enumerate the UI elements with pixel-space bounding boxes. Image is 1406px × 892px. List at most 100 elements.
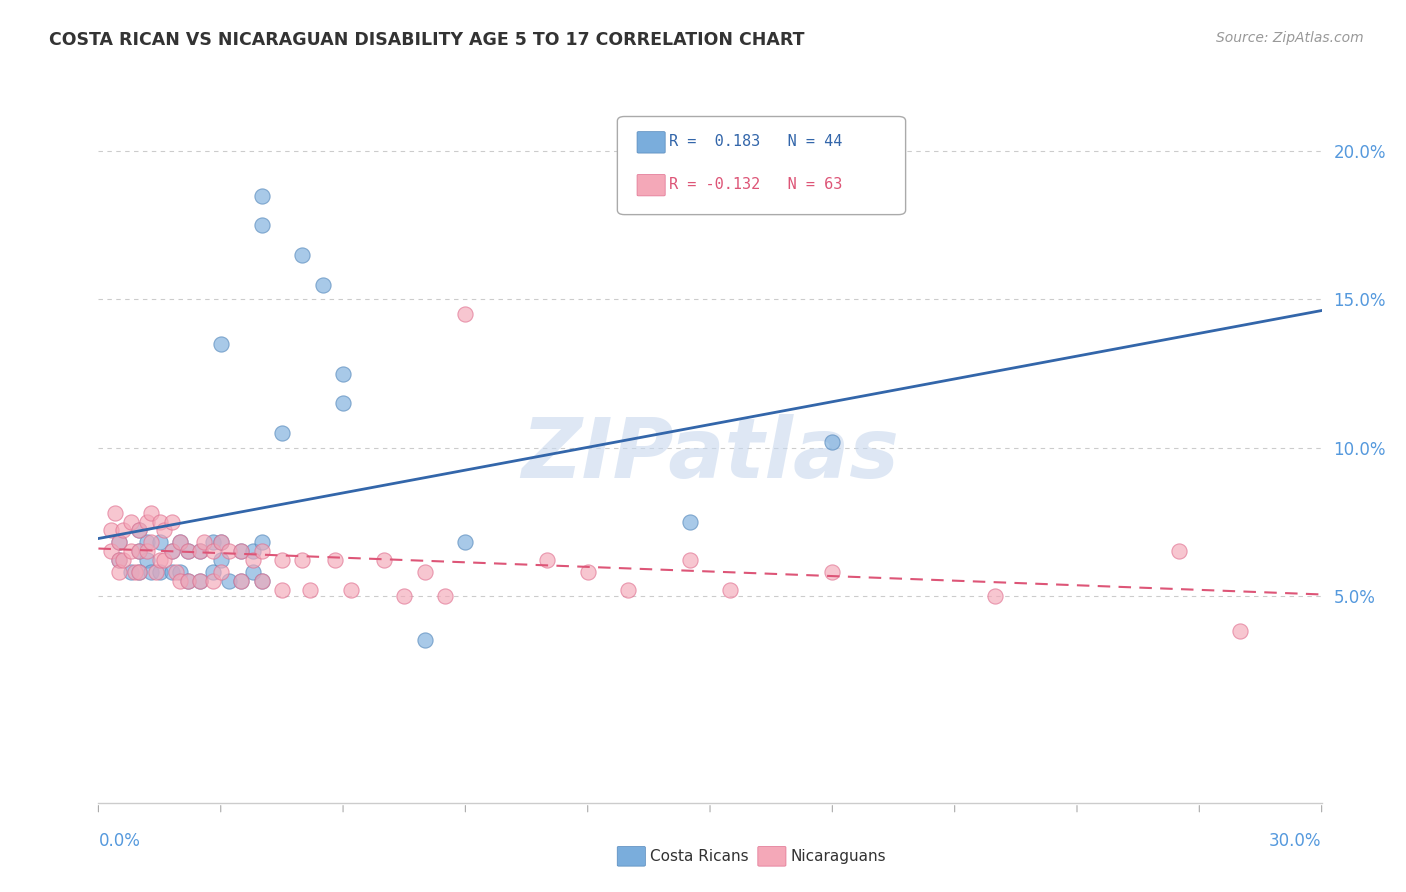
Point <box>231 574 253 588</box>
Point <box>250 574 273 588</box>
Point <box>373 553 395 567</box>
Point <box>160 565 183 579</box>
Point <box>124 565 146 579</box>
Point <box>332 396 354 410</box>
Point <box>141 565 163 579</box>
Point <box>136 515 159 529</box>
Point <box>454 535 477 549</box>
Point <box>323 553 346 567</box>
Point <box>136 535 159 549</box>
Point <box>413 632 436 647</box>
Point <box>209 553 232 567</box>
Point <box>145 565 167 579</box>
Point <box>250 535 273 549</box>
Point <box>250 219 273 233</box>
Point <box>177 544 200 558</box>
Point <box>100 544 122 558</box>
Point <box>152 553 174 567</box>
Point <box>250 544 273 558</box>
Point <box>128 544 150 558</box>
Point <box>128 565 150 579</box>
Point <box>120 544 142 558</box>
Point <box>270 553 294 567</box>
Point <box>188 574 212 588</box>
Point <box>231 544 253 558</box>
Point <box>231 544 253 558</box>
Point <box>720 582 742 597</box>
Point <box>413 565 436 579</box>
Point <box>454 307 477 321</box>
Text: 30.0%: 30.0% <box>1270 832 1322 850</box>
Point <box>679 553 702 567</box>
Point <box>149 535 172 549</box>
Point <box>111 524 134 538</box>
Point <box>242 553 264 567</box>
Text: Costa Ricans: Costa Ricans <box>650 849 748 863</box>
Point <box>100 524 122 538</box>
Point <box>149 515 172 529</box>
Point <box>984 589 1007 603</box>
Point <box>332 367 354 381</box>
Point <box>108 553 131 567</box>
Point <box>188 574 212 588</box>
Point <box>169 565 191 579</box>
Point <box>821 434 844 449</box>
Point <box>177 574 200 588</box>
Point <box>169 574 191 588</box>
Point <box>250 189 273 203</box>
Text: Source: ZipAtlas.com: Source: ZipAtlas.com <box>1216 31 1364 45</box>
Point <box>141 506 163 520</box>
Point <box>434 589 457 603</box>
Point <box>128 565 150 579</box>
Point <box>201 574 224 588</box>
Point <box>242 565 264 579</box>
Point <box>1229 624 1251 638</box>
Point <box>152 524 174 538</box>
Point <box>299 582 322 597</box>
Text: Nicaraguans: Nicaraguans <box>790 849 886 863</box>
Point <box>120 515 142 529</box>
Point <box>209 337 232 351</box>
Point <box>120 565 142 579</box>
Point <box>201 565 224 579</box>
Point <box>108 535 131 549</box>
Point <box>291 248 314 262</box>
Point <box>169 535 191 549</box>
Point <box>128 524 150 538</box>
Point <box>201 544 224 558</box>
Point <box>250 574 273 588</box>
Point <box>821 565 844 579</box>
Point <box>111 553 134 567</box>
Point <box>177 544 200 558</box>
Point <box>149 565 172 579</box>
Point <box>108 553 131 567</box>
Point <box>193 535 215 549</box>
Point <box>165 565 187 579</box>
Point <box>209 535 232 549</box>
Point <box>679 515 702 529</box>
Point <box>169 535 191 549</box>
Point <box>160 544 183 558</box>
Point <box>218 574 240 588</box>
Text: 0.0%: 0.0% <box>98 832 141 850</box>
Point <box>270 425 294 440</box>
Point <box>1167 544 1189 558</box>
Point <box>136 544 159 558</box>
Text: R = -0.132   N = 63: R = -0.132 N = 63 <box>669 177 842 192</box>
Point <box>270 582 294 597</box>
Point <box>160 515 183 529</box>
Point <box>128 544 150 558</box>
Point <box>149 553 172 567</box>
Point <box>136 553 159 567</box>
Point <box>209 565 232 579</box>
Text: ZIPatlas: ZIPatlas <box>522 415 898 495</box>
Point <box>108 565 131 579</box>
Point <box>209 535 232 549</box>
Point <box>617 582 640 597</box>
Point <box>340 582 363 597</box>
Point <box>188 544 212 558</box>
Text: R =  0.183   N = 44: R = 0.183 N = 44 <box>669 134 842 149</box>
Point <box>128 524 150 538</box>
Point <box>104 506 127 520</box>
Point <box>160 544 183 558</box>
